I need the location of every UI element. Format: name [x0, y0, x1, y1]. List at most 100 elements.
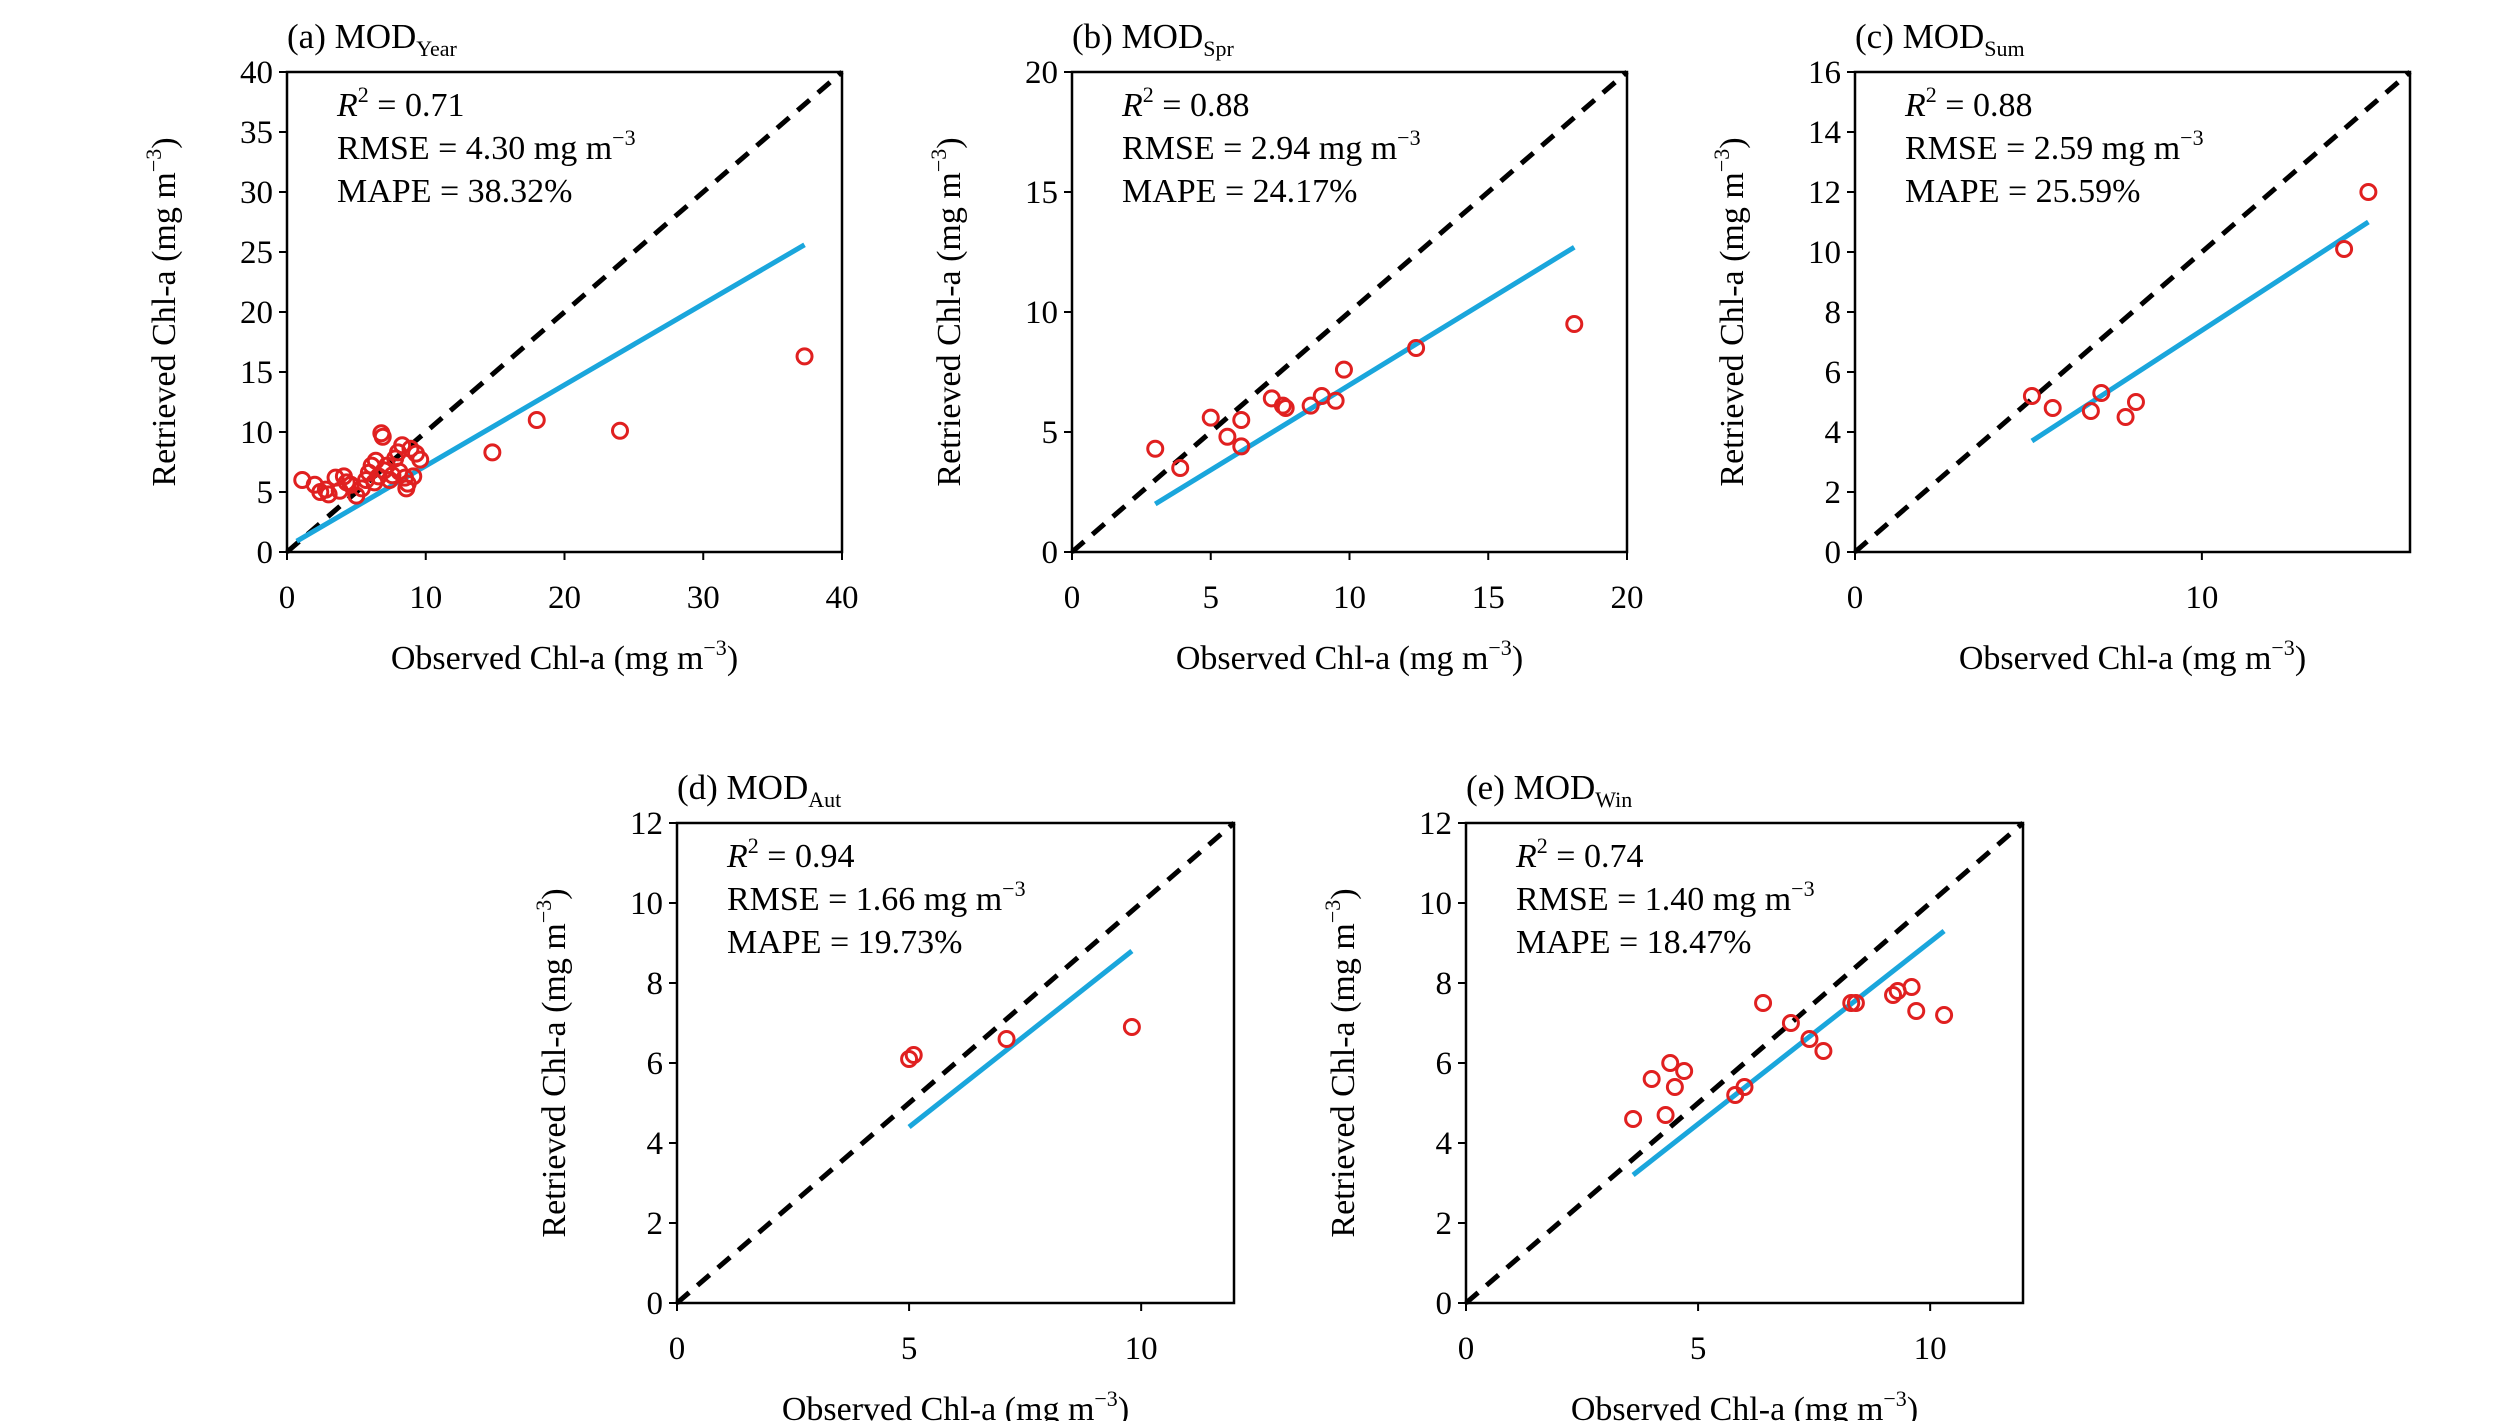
fit-line — [295, 242, 806, 544]
r2-value: = 0.88 — [1937, 87, 2033, 124]
y-tick-label: 0 — [1825, 535, 1842, 571]
y-axis-label: Retrieved Chl-a (mg m−3) — [1320, 888, 1362, 1237]
rmse-text: RMSE = 1.40 mg m — [1516, 881, 1791, 918]
x-tick-label: 10 — [1914, 1331, 1947, 1367]
x-axis-label-exp: −3 — [2271, 635, 2294, 660]
y-tick-label: 16 — [1808, 55, 1841, 91]
panel-title: (d) MODAut — [677, 768, 841, 812]
r2-symbol: R — [1121, 87, 1143, 124]
r2-stat: R2 = 0.94 — [726, 833, 854, 875]
y-tick-label: 4 — [647, 1126, 664, 1162]
r2-exp: 2 — [1143, 82, 1154, 107]
data-point — [1907, 1002, 1926, 1020]
y-axis-label-text: Retrieved Chl-a (mg m — [1325, 923, 1362, 1237]
panel-title-sub: Sum — [1984, 36, 2024, 61]
r2-stat: R2 = 0.74 — [1515, 833, 1643, 875]
rmse-text: RMSE = 2.59 mg m — [1905, 130, 2180, 167]
y-axis-label-exp: −3 — [926, 149, 951, 172]
r2-symbol: R — [1515, 838, 1537, 875]
data-point — [1661, 1054, 1680, 1072]
data-point — [1301, 396, 1320, 415]
x-tick-label: 30 — [687, 580, 720, 616]
x-axis-label: Observed Chl-a (mg m−3) — [391, 635, 738, 677]
rmse-text: RMSE = 4.30 mg m — [337, 130, 612, 167]
y-tick-label: 0 — [647, 1286, 664, 1322]
panel-0: 0 10 20 30 40 0 5 10 15 20 25 30 35 40 (a) MODYear Obse… — [141, 17, 859, 677]
data-point — [1656, 1106, 1675, 1124]
x-tick-label: 10 — [1125, 1331, 1158, 1367]
data-point — [1935, 1006, 1954, 1024]
panel-4: 0 5 10 0 2 4 6 8 10 12 (e) MODWin Observed Chl-a (m… — [1320, 768, 2025, 1421]
panel-title-main: (c) MOD — [1855, 17, 1984, 56]
data-point — [1201, 408, 1220, 427]
y-axis-label-exp: −3 — [1709, 149, 1734, 172]
panel-1: 0 5 10 15 20 0 5 10 15 20 (b) MODSpr Observed Chl-a… — [926, 17, 1644, 677]
y-axis-label-close: ) — [536, 888, 573, 899]
panel-title-main: (d) MOD — [677, 768, 808, 807]
y-tick-label: 10 — [1419, 886, 1452, 922]
data-point — [2022, 387, 2041, 405]
data-point — [2359, 183, 2378, 201]
r2-exp: 2 — [358, 82, 369, 107]
panel-3: 0 5 10 0 2 4 6 8 10 12 (d) MODAut Observed Chl-a (m… — [531, 768, 1236, 1421]
r2-value: = 0.88 — [1154, 87, 1250, 124]
y-axis-label-close: ) — [146, 137, 183, 148]
y-tick-label: 10 — [1025, 295, 1058, 331]
data-point — [2335, 240, 2354, 258]
x-tick-label: 5 — [1203, 580, 1220, 616]
data-point — [319, 485, 338, 504]
one-to-one-line — [675, 821, 1236, 1305]
data-point — [904, 1046, 923, 1064]
x-axis-label-close: ) — [1512, 640, 1523, 677]
panel-title: (c) MODSum — [1855, 17, 2025, 61]
y-tick-label: 12 — [1808, 175, 1841, 211]
r2-symbol: R — [336, 87, 358, 124]
fit-line — [907, 949, 1134, 1129]
y-tick-label: 10 — [1808, 235, 1841, 271]
data-point — [1754, 994, 1773, 1012]
data-point — [1814, 1042, 1833, 1060]
data-point — [527, 411, 546, 429]
y-tick-label: 20 — [1025, 55, 1058, 91]
x-tick-label: 5 — [1690, 1331, 1707, 1367]
y-tick-label: 2 — [1436, 1206, 1453, 1242]
x-axis-label-exp: −3 — [1094, 1386, 1117, 1411]
x-axis-label-close: ) — [1118, 1391, 1129, 1421]
y-tick-label: 40 — [240, 55, 273, 91]
x-axis-label-close: ) — [727, 640, 738, 677]
data-point — [1902, 978, 1921, 996]
panel-2: 0 10 0 2 4 6 8 10 12 14 16 (c) MODSum Observed Chl-a… — [1709, 17, 2412, 677]
r2-exp: 2 — [748, 833, 759, 858]
mape-stat: MAPE = 25.59% — [1905, 173, 2140, 210]
rmse-exp: −3 — [612, 125, 635, 150]
y-tick-label: 20 — [240, 295, 273, 331]
x-axis-label-text: Observed Chl-a (mg m — [782, 1391, 1095, 1421]
y-axis-label: Retrieved Chl-a (mg m−3) — [531, 888, 573, 1237]
rmse-text: RMSE = 2.94 mg m — [1122, 130, 1397, 167]
r2-symbol: R — [1904, 87, 1926, 124]
y-axis-label: Retrieved Chl-a (mg m−3) — [1709, 137, 1751, 486]
panel-title-sub: Spr — [1203, 36, 1234, 61]
rmse-exp: −3 — [1397, 125, 1420, 150]
rmse-stat: RMSE = 2.59 mg m−3 — [1905, 125, 2204, 167]
data-point — [411, 450, 430, 469]
y-axis-label-exp: −3 — [1320, 900, 1345, 923]
y-axis-label-exp: −3 — [141, 149, 166, 172]
y-tick-label: 35 — [240, 115, 273, 151]
data-point — [1218, 427, 1237, 446]
y-tick-label: 2 — [647, 1206, 664, 1242]
y-axis-label-close: ) — [931, 137, 968, 148]
y-axis-label-exp: −3 — [531, 900, 556, 923]
panel-title-sub: Aut — [808, 787, 841, 812]
x-axis-label: Observed Chl-a (mg m−3) — [1959, 635, 2306, 677]
r2-stat: R2 = 0.71 — [336, 82, 464, 124]
data-point — [900, 1050, 919, 1068]
data-point — [1273, 396, 1292, 415]
x-tick-label: 15 — [1472, 580, 1505, 616]
x-axis-label: Observed Chl-a (mg m−3) — [1176, 635, 1523, 677]
x-tick-label: 40 — [826, 580, 859, 616]
data-point — [1334, 360, 1353, 379]
data-point — [1642, 1070, 1661, 1088]
data-point — [1884, 986, 1903, 1004]
